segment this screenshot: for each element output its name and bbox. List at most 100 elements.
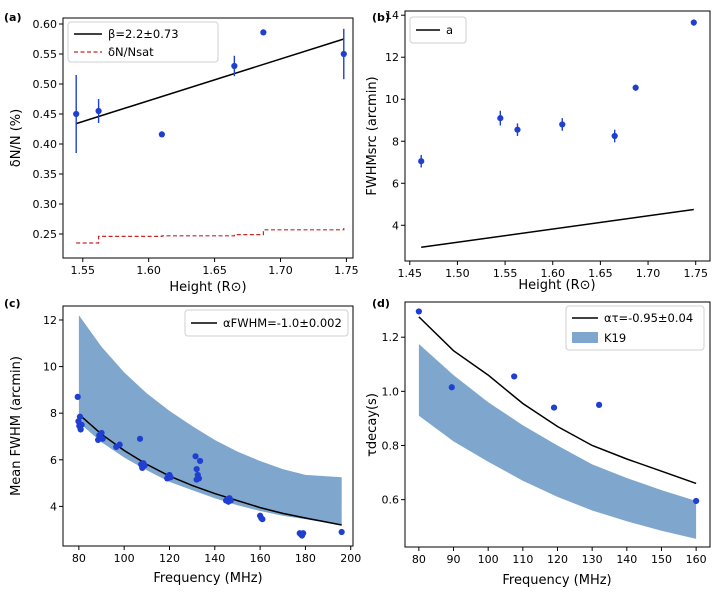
panel-a-ytick-label: 0.30	[33, 198, 58, 211]
panel-c-ytick-label: 8	[50, 407, 57, 420]
panel-d-xtick-label: 160	[686, 553, 707, 566]
panel-c-point	[167, 474, 174, 481]
panel-a-point	[231, 62, 238, 70]
panel-b-label: (b)	[372, 11, 390, 24]
panel-a-x-ticks: 1.55 1.60 1.65 1.70 1.75	[71, 258, 359, 277]
panel-d-legend-swatch	[572, 332, 598, 343]
panel-d-ytick-label: 1.2	[382, 331, 400, 344]
panel-b-xtick-label: 1.55	[493, 267, 518, 280]
panel-c-plot-area	[74, 315, 345, 539]
panel-d-plot-area	[415, 308, 700, 539]
panel-a-legend-fit: β=2.2±0.73	[108, 27, 179, 41]
panel-b-point	[559, 121, 566, 128]
panel-d-point	[415, 308, 422, 315]
panel-a-legend-box	[67, 21, 219, 63]
panel-b-xtick-label: 1.60	[540, 267, 565, 280]
panel-a-ytick-label: 0.50	[33, 78, 58, 91]
panel-d-band	[418, 344, 697, 539]
panel-a-ytick-label: 0.55	[33, 48, 58, 61]
panel-b-xtick-label: 1.70	[636, 267, 661, 280]
panel-b-ytick-label: 6	[392, 177, 399, 190]
panel-c-legend: αFWHM=-1.0±0.002	[184, 309, 349, 337]
panel-c-point	[259, 516, 266, 523]
panel-a-ylabel: δN/N (%)	[9, 109, 24, 167]
panel-a-frame	[62, 17, 354, 259]
panel-a-point	[260, 29, 267, 36]
panel-c-legend-box	[184, 309, 349, 337]
panel-a-legend-sat: δN/Nsat	[108, 45, 154, 59]
panel-a-ytick-label: 0.60	[33, 18, 58, 31]
panel-d-point	[595, 401, 603, 408]
panel-d: (d) 80 90 100 110 120 130 140 150 160 0.6 0.8 1.0 1…	[365, 297, 711, 588]
panel-d-xlabel: Frequency (MHz)	[502, 573, 611, 588]
panel-c-legend-fit: αFWHM=-1.0±0.002	[223, 316, 342, 330]
panel-a-point	[95, 107, 102, 115]
panel-b-ytick-label: 8	[392, 135, 399, 148]
panel-d-xtick-label: 90	[447, 553, 461, 566]
panel-c-xlabel: Frequency (MHz)	[153, 571, 262, 586]
panel-c-y-ticks: 4 6 8 10 12	[43, 314, 63, 513]
panel-c: (c) 80 100 120 140 160 180 200 4 6 8 10 12 Frequen…	[4, 297, 361, 586]
panel-d-xtick-label: 110	[512, 553, 533, 566]
panel-a-plot-area	[73, 28, 347, 244]
panel-c-point	[76, 413, 84, 420]
panel-d-point	[550, 404, 558, 411]
panel-d-x-ticks: 80 90 100 110 120 130 140 150 160	[412, 547, 707, 566]
panel-c-xtick-label: 140	[204, 552, 225, 565]
panel-a-point	[158, 131, 165, 138]
panel-c-point	[136, 435, 144, 442]
panel-b-xtick-label: 1.45	[398, 267, 423, 280]
panel-c-ytick-label: 6	[50, 454, 57, 467]
panel-a-ytick-label: 0.35	[33, 168, 58, 181]
panel-d-point	[448, 384, 455, 391]
panel-c-x-ticks: 80 100 120 140 160 180 200	[72, 546, 361, 565]
panel-d-xtick-label: 150	[651, 553, 672, 566]
panel-a-xtick-label: 1.65	[202, 264, 227, 277]
panel-d-xtick-label: 120	[547, 553, 568, 566]
panel-a-fit-line	[75, 38, 345, 125]
panel-a-xtick-label: 1.60	[136, 264, 161, 277]
panel-b-frame	[404, 10, 711, 262]
panel-d-legend-box	[565, 305, 705, 351]
panel-a-point	[340, 50, 347, 58]
panel-c-point	[78, 421, 85, 428]
panel-d-fit-line	[418, 316, 697, 485]
panel-d-ytick-label: 0.8	[382, 439, 400, 452]
panel-d-legend-k19: K19	[604, 331, 626, 345]
panel-c-point	[99, 435, 106, 442]
panel-a-ytick-label: 0.45	[33, 108, 58, 121]
panel-c-ytick-label: 10	[43, 361, 57, 374]
panel-b-legend: a	[409, 16, 467, 44]
panel-b-ytick-label: 4	[392, 219, 399, 232]
panel-c-point	[300, 530, 307, 537]
panel-c-point	[193, 466, 200, 473]
panel-b-point	[611, 132, 618, 140]
panel-a-sat-line	[76, 228, 345, 244]
panel-a-ytick-label: 0.25	[33, 228, 58, 241]
panel-c-point	[77, 426, 84, 433]
panel-d-legend-fit: ατ=-0.95±0.04	[604, 311, 693, 325]
panel-b-plot-area	[418, 19, 697, 249]
panel-c-band	[78, 315, 342, 525]
panel-b-xtick-label: 1.75	[683, 267, 708, 280]
panel-b-xlabel: Height (R⊙)	[518, 278, 595, 293]
panel-d-xtick-label: 130	[582, 553, 603, 566]
panel-a-xlabel: Height (R⊙)	[169, 280, 246, 295]
panel-c-frame	[62, 305, 354, 547]
panel-d-y-ticks: 0.6 0.8 1.0 1.2	[382, 331, 405, 507]
panel-b-y-ticks: 4 6 8 10 12 14	[385, 9, 405, 232]
panel-c-point	[139, 464, 146, 472]
panel-a-y-ticks: 0.25 0.30 0.35 0.40 0.45 0.50 0.55 0.60	[33, 18, 63, 241]
panel-b-point	[418, 158, 425, 165]
panel-a-legend: β=2.2±0.73 δN/Nsat	[67, 21, 219, 63]
panel-a-xtick-label: 1.55	[71, 264, 96, 277]
panel-d-label: (d)	[372, 297, 390, 310]
panel-b-ytick-label: 10	[385, 93, 399, 106]
panel-b-ytick-label: 12	[385, 51, 399, 64]
panel-b-x-ticks: 1.45 1.50 1.55 1.60 1.65 1.70 1.75	[398, 261, 708, 280]
panel-d-point	[511, 373, 518, 380]
panel-d-ytick-label: 1.0	[382, 385, 400, 398]
panel-c-label: (c)	[4, 297, 21, 310]
panel-a-ytick-label: 0.40	[33, 138, 58, 151]
panel-c-ytick-label: 4	[50, 500, 57, 513]
